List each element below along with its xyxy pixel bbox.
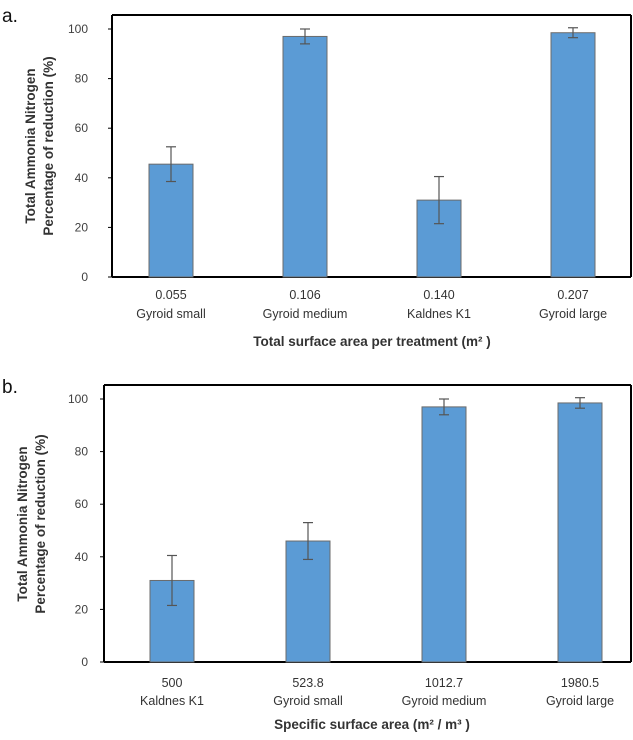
panel-a-ytick-label: 100 bbox=[68, 22, 88, 36]
panel-b-category-name: Gyroid medium bbox=[402, 694, 487, 708]
panel-b-ytick-label: 100 bbox=[68, 392, 88, 406]
panel-a-category-name: Gyroid medium bbox=[263, 307, 348, 321]
panel-b-ylabel-line2: Percentage of reduction (%) bbox=[33, 434, 48, 613]
panel-b-label: b. bbox=[2, 377, 18, 398]
panel-b-ytick-label: 0 bbox=[81, 655, 88, 669]
panel-a-category-value: 0.140 bbox=[423, 288, 454, 302]
panel-b: b. Total Ammonia Nitrogen Percentage of … bbox=[2, 377, 632, 732]
panel-a: a. Total Ammonia Nitrogen Percentage of … bbox=[2, 6, 632, 349]
panel-b-bar bbox=[285, 540, 331, 663]
panel-a-ytick-label: 20 bbox=[75, 220, 89, 234]
panel-b-category-value: 1012.7 bbox=[425, 676, 463, 690]
panel-b-ytick-label: 60 bbox=[75, 497, 89, 511]
panel-b-category-name: Gyroid large bbox=[546, 694, 614, 708]
panel-a-xlabel: Total surface area per treatment (m² ) bbox=[253, 334, 491, 349]
panel-b-ytick-label: 80 bbox=[75, 445, 89, 459]
panel-b-category-value: 500 bbox=[162, 676, 183, 690]
panel-a-category-name: Gyroid large bbox=[539, 307, 607, 321]
panel-b-marks: 0 20 40 60 80 100 500 Kaldnes K1 523.8 Gyroid sma… bbox=[68, 384, 632, 708]
panel-b-bar bbox=[421, 406, 467, 663]
panel-a-category-value: 0.106 bbox=[289, 288, 320, 302]
panel-a-marks: 0 20 40 60 80 100 0.055 Gyroid small 0.106 Gyroid… bbox=[68, 14, 632, 321]
panel-b-category-name: Gyroid small bbox=[273, 694, 342, 708]
panel-b-category-name: Kaldnes K1 bbox=[140, 694, 204, 708]
panel-b-ytick-label: 20 bbox=[75, 602, 89, 616]
panel-b-ytick-label: 40 bbox=[75, 550, 89, 564]
panel-b-category-value: 1980.5 bbox=[561, 676, 599, 690]
panel-a-bar bbox=[550, 32, 596, 278]
panel-a-ylabel-line2: Percentage of reduction (%) bbox=[41, 56, 56, 235]
panel-b-bar bbox=[557, 402, 603, 663]
panel-a-label: a. bbox=[2, 6, 18, 27]
panel-a-bar bbox=[282, 35, 328, 278]
panel-b-category-value: 523.8 bbox=[292, 676, 323, 690]
panel-b-xlabel: Specific surface area (m² / m³ ) bbox=[274, 717, 470, 732]
panel-a-ytick-label: 40 bbox=[75, 171, 89, 185]
panel-a-ylabel-line1: Total Ammonia Nitrogen bbox=[23, 68, 38, 223]
panel-b-ylabel-line1: Total Ammonia Nitrogen bbox=[15, 446, 30, 601]
panel-a-ytick-label: 80 bbox=[75, 72, 89, 86]
panel-a-category-name: Gyroid small bbox=[136, 307, 205, 321]
panel-a-ytick-label: 60 bbox=[75, 121, 89, 135]
panel-a-category-value: 0.207 bbox=[557, 288, 588, 302]
panel-a-category-value: 0.055 bbox=[155, 288, 186, 302]
panel-a-ytick-label: 0 bbox=[81, 270, 88, 284]
panel-a-category-name: Kaldnes K1 bbox=[407, 307, 471, 321]
